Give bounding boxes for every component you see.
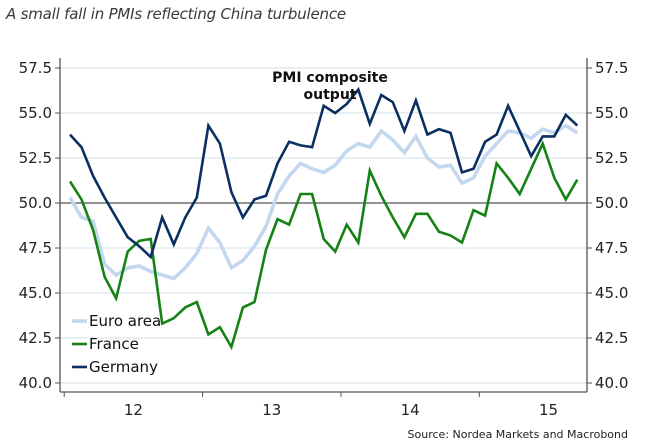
y-tick-label-left: 50.0 — [19, 194, 52, 212]
y-tick-label-right: 52.5 — [595, 149, 628, 167]
y-tick-label-right: 40.0 — [595, 374, 628, 392]
y-tick-label-right: 57.5 — [595, 59, 628, 77]
y-tick-label-right: 50.0 — [595, 194, 628, 212]
y-tick-label-right: 45.0 — [595, 284, 628, 302]
source-note: Source: Nordea Markets and Macrobond — [408, 428, 628, 441]
y-tick-label-right: 47.5 — [595, 239, 628, 257]
y-tick-label-left: 45.0 — [19, 284, 52, 302]
x-tick-label: 12 — [124, 401, 143, 419]
axes: 40.0 40.0 42.5 42.5 45.0 45.0 47.5 47.5 50.0 50.0… — [19, 58, 628, 419]
y-tick-label-left: 57.5 — [19, 59, 52, 77]
legend: Euro area France Germany — [72, 312, 161, 376]
series-lines — [68, 86, 579, 351]
y-tick-label-left: 42.5 — [19, 329, 52, 347]
series-line-germany — [69, 86, 579, 260]
chart-title-line-1: PMI composite — [272, 70, 388, 86]
y-tick-label-left: 47.5 — [19, 239, 52, 257]
x-tick-label: 14 — [401, 401, 420, 419]
chart-title-line-2: output — [304, 87, 357, 103]
x-tick-label: 13 — [262, 401, 281, 419]
y-tick-label-left: 55.0 — [19, 104, 52, 122]
y-tick-label-right: 55.0 — [595, 104, 628, 122]
legend-label: Germany — [89, 358, 158, 376]
legend-label: France — [89, 335, 139, 353]
x-tick-label: 15 — [539, 401, 558, 419]
legend-label: Euro area — [89, 312, 161, 330]
y-tick-label-right: 42.5 — [595, 329, 628, 347]
series-line-france — [68, 140, 579, 351]
chart-headline: A small fall in PMIs reflecting China tu… — [6, 5, 346, 23]
y-tick-label-left: 40.0 — [19, 374, 52, 392]
series-line-euro-area — [68, 123, 579, 281]
y-tick-label-left: 52.5 — [19, 149, 52, 167]
gridlines — [60, 67, 587, 384]
